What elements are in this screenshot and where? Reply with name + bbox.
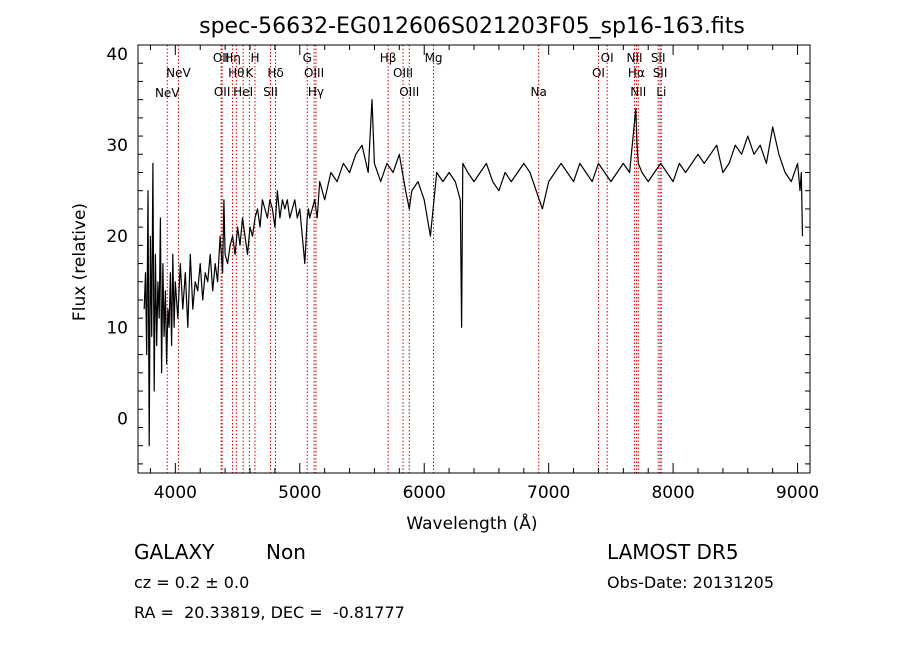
x-tick-label: 4000 — [154, 483, 197, 503]
obs-date: Obs-Date: 20131205 — [607, 573, 775, 592]
line-label-8: H — [250, 51, 259, 65]
line-label-16: OIII — [399, 85, 419, 99]
line-label-21: NII — [627, 51, 643, 65]
line-label-19: OI — [592, 66, 605, 80]
line-label-18: Na — [531, 85, 547, 99]
line-label-15: OIII — [393, 66, 413, 80]
line-label-12: OIII — [304, 66, 324, 80]
x-tick-label: 8000 — [651, 483, 694, 503]
line-markers — [166, 45, 662, 473]
redshift-cz: cz = 0.2 ± 0.0 — [134, 573, 250, 592]
x-tick-label: 5000 — [278, 483, 321, 503]
line-label-14: Hβ — [380, 51, 397, 65]
line-label-10: Hδ — [267, 66, 283, 80]
ra-dec: RA = 20.33819, DEC = -0.81777 — [134, 603, 405, 622]
line-label-7: K — [245, 66, 254, 80]
y-tick-label: 20 — [106, 227, 128, 247]
line-label-5: Hθ — [228, 66, 244, 80]
x-axis-label: Wavelength (Å) — [406, 512, 537, 534]
spectrum-series-line — [143, 99, 804, 447]
line-labels: NeVNeVOIIOIIHηHθHeIKHSIIHδGOIIIHγHβOIIIO… — [155, 51, 667, 100]
x-axis-ticks: 4000 5000 6000 7000 8000 9000 — [149, 45, 819, 503]
line-label-23: NII — [630, 85, 646, 99]
y-tick-label: 10 — [106, 318, 128, 338]
line-label-2: OII — [213, 51, 230, 65]
object-subclass: Non — [266, 540, 306, 564]
line-label-25: SII — [653, 66, 668, 80]
line-label-9: SII — [263, 85, 278, 99]
x-tick-label: 9000 — [776, 483, 819, 503]
line-label-11: G — [303, 51, 312, 65]
line-label-20: OI — [601, 51, 614, 65]
line-label-24: SII — [651, 51, 666, 65]
y-axis-ticks: 0 10 20 30 40 — [106, 45, 810, 465]
line-label-3: OII — [214, 85, 231, 99]
x-tick-label: 6000 — [403, 483, 446, 503]
y-tick-label: 0 — [117, 409, 128, 429]
line-label-4: Hη — [224, 51, 241, 65]
line-label-1: NeV — [166, 66, 191, 80]
survey-name: LAMOST DR5 — [607, 540, 739, 564]
line-label-22: Hα — [628, 66, 645, 80]
y-tick-label: 30 — [106, 136, 128, 156]
line-label-13: Hγ — [308, 85, 324, 99]
plot-frame — [137, 44, 811, 474]
chart-title: spec-56632-EG012606S021203F05_sp16-163.f… — [199, 14, 745, 39]
y-axis-label: Flux (relative) — [70, 203, 90, 321]
x-tick-label: 7000 — [527, 483, 570, 503]
line-label-17: Mg — [425, 51, 443, 65]
line-label-6: HeI — [233, 85, 253, 99]
y-tick-label: 40 — [106, 45, 128, 65]
line-label-0: NeV — [155, 86, 180, 100]
object-class: GALAXY — [134, 540, 215, 564]
line-label-26: Li — [656, 85, 666, 99]
